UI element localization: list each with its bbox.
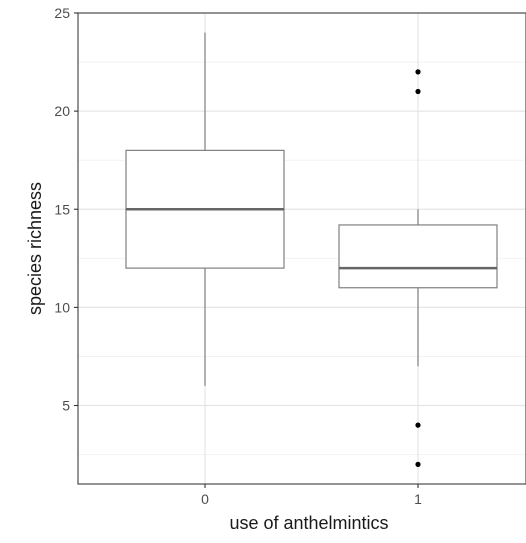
axis-layer: 5 10 15 20 25 0 1 xyxy=(54,5,422,507)
outlier-point xyxy=(415,422,421,428)
x-tick-label: 1 xyxy=(414,491,422,507)
y-tick-label: 20 xyxy=(54,103,70,119)
y-tick-label: 10 xyxy=(54,299,70,315)
box-iqr xyxy=(338,224,498,289)
y-tick-label: 5 xyxy=(62,398,70,414)
outlier-point xyxy=(415,69,421,75)
x-tick-label: 0 xyxy=(201,491,209,507)
y-axis-title: species richness xyxy=(25,182,45,315)
box-layer xyxy=(125,32,498,467)
outlier-point xyxy=(415,461,421,467)
y-tick-label: 15 xyxy=(54,201,70,217)
outlier-point xyxy=(415,88,421,95)
panel-border xyxy=(77,12,526,485)
x-axis-title: use of anthelmintics xyxy=(229,513,388,533)
y-tick-label: 25 xyxy=(54,5,70,21)
